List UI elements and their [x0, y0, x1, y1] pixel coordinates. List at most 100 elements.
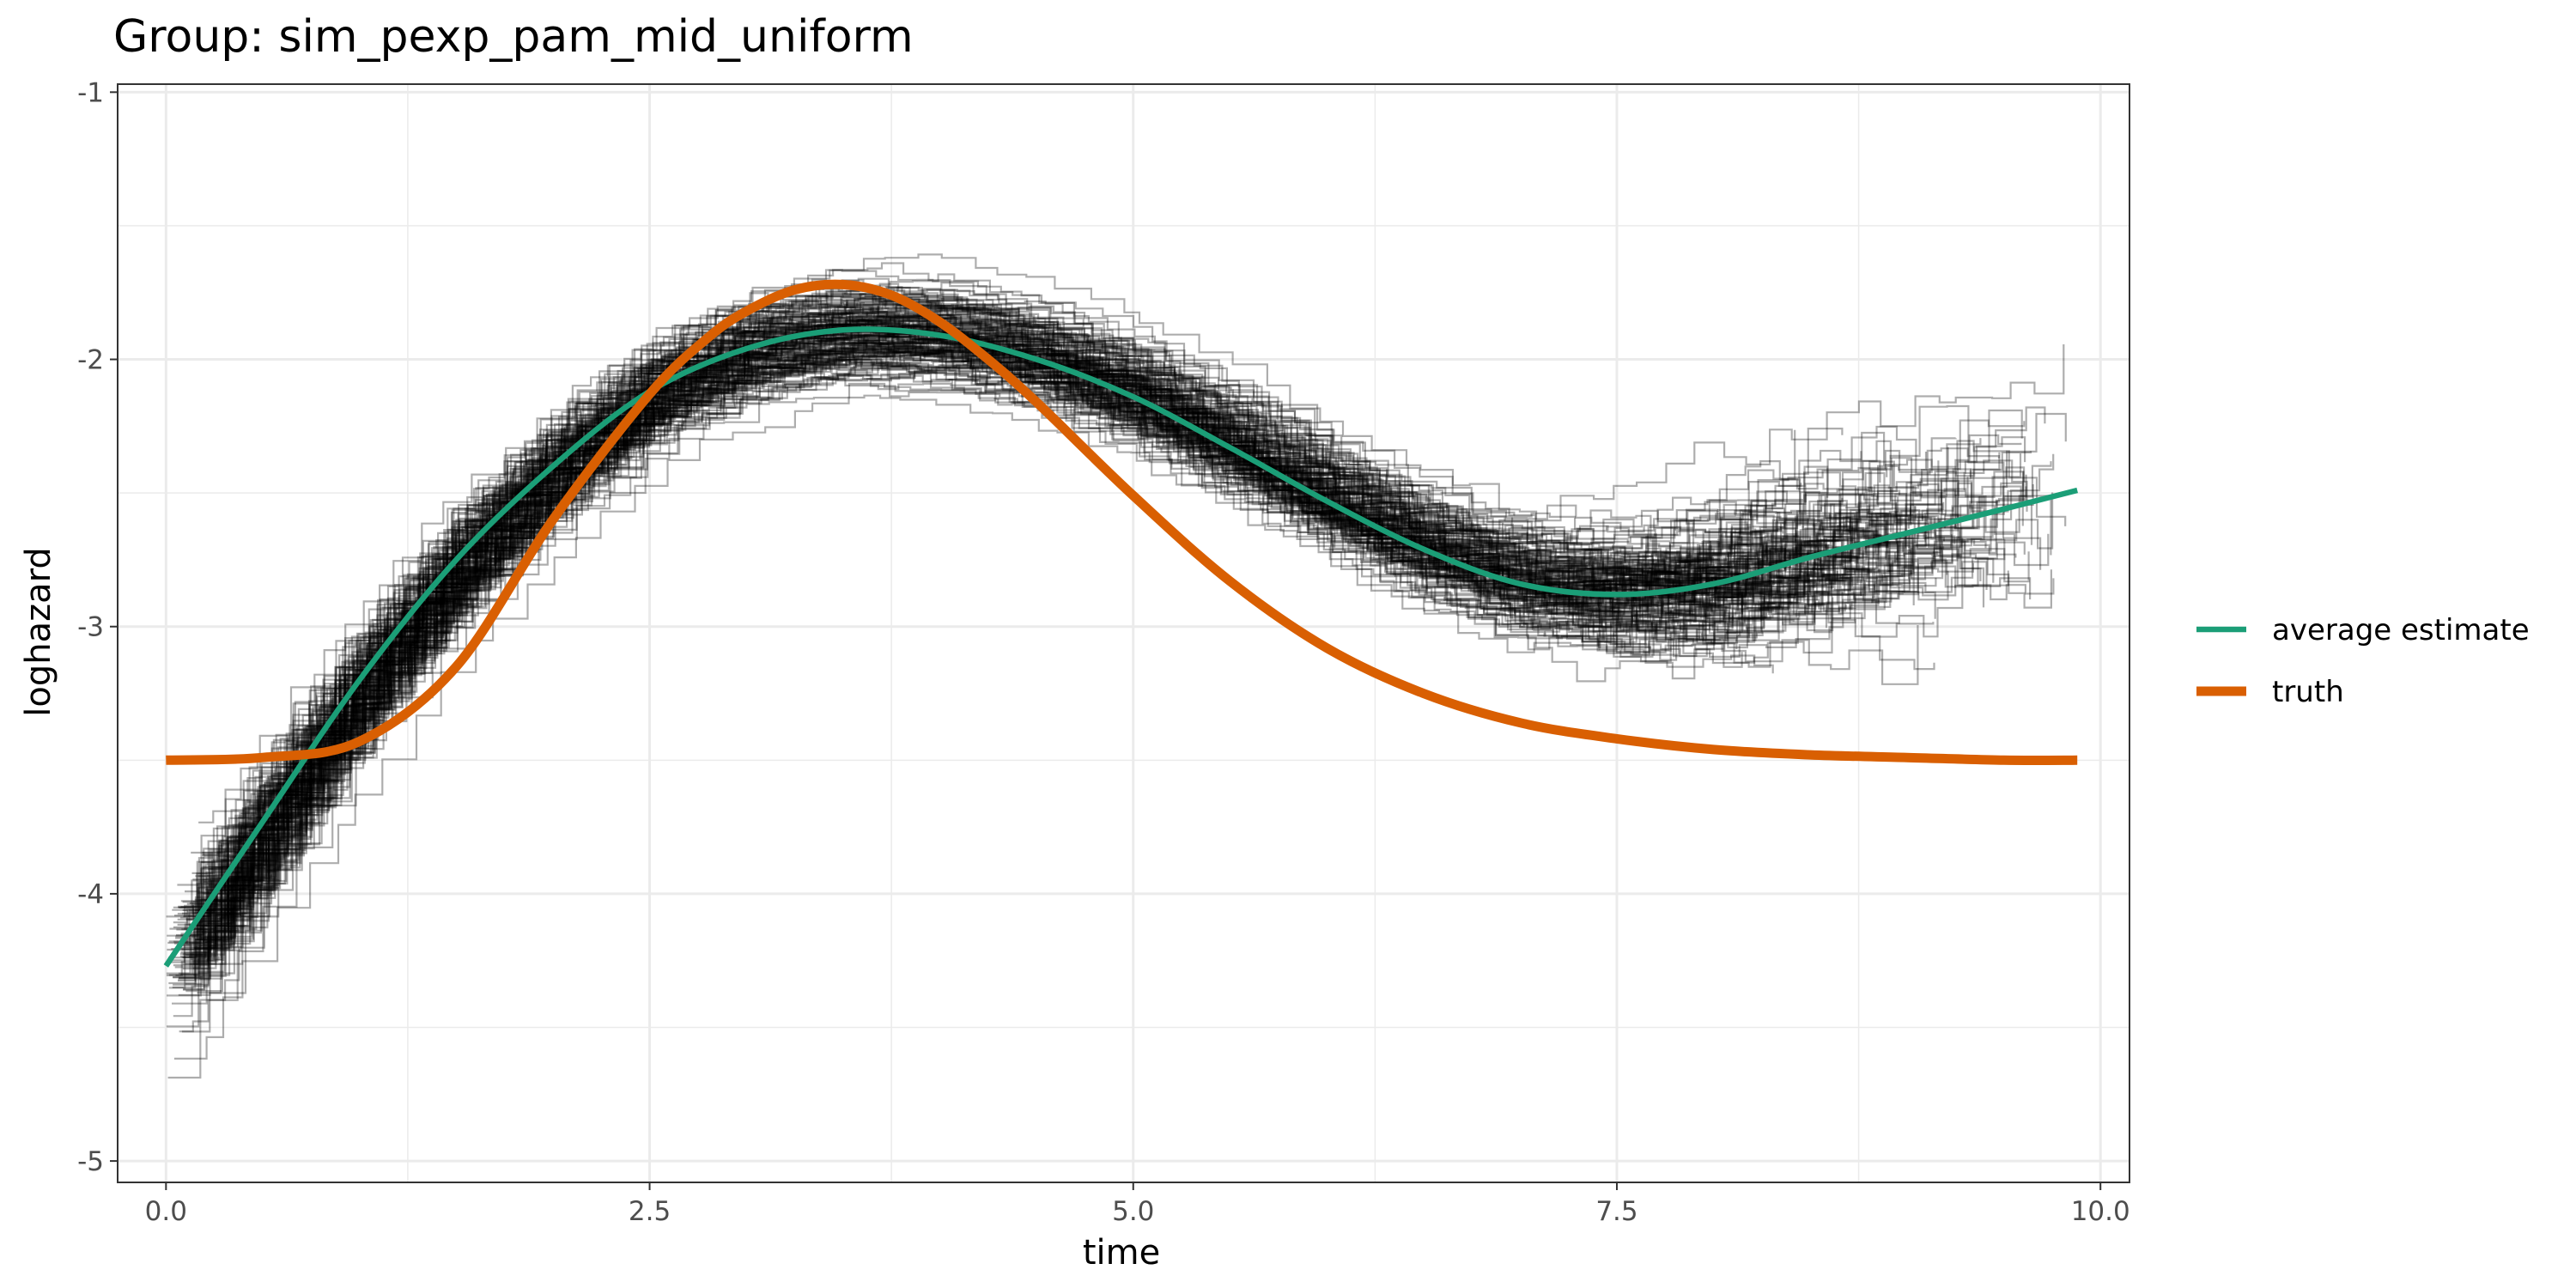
replicate-curve [190, 345, 1740, 956]
replicate-curve [201, 359, 1766, 933]
replicate-curve [182, 366, 1738, 970]
replicate-curve [193, 339, 2027, 950]
replicate-curve [195, 345, 1948, 919]
replicate-curve [185, 340, 1917, 957]
replicate-curve [166, 315, 1728, 975]
replicate-curve [191, 262, 1893, 854]
replicate-curve [168, 342, 1897, 976]
replicate-curve [172, 343, 1956, 962]
y-tick-label: -1 [77, 77, 104, 108]
replicate-curve [166, 312, 1958, 976]
replicate-curve [173, 319, 1891, 924]
replicate-curve [179, 346, 2022, 955]
replicate-curve [198, 286, 1851, 823]
replicate-curve [193, 349, 1828, 965]
replicate-curve [176, 319, 2055, 937]
replicate-curve [189, 338, 1987, 944]
replicate-curve [177, 331, 1947, 915]
replicate-curve [177, 296, 1915, 886]
replicate-curve [193, 331, 1897, 976]
replicate-curve [175, 317, 2032, 938]
chart-title: Group: sim_pexp_pam_mid_uniform [113, 11, 914, 63]
replicate-curve [194, 346, 1973, 950]
replicate-curve [201, 313, 1749, 921]
replicate-curve [178, 331, 1941, 981]
replicate-curve [181, 349, 1856, 959]
replicate-curve [193, 347, 1820, 927]
replicate-curve [171, 297, 1982, 951]
replicate-curve [204, 315, 1734, 938]
replicate-curve [180, 287, 1893, 908]
replicate-curve [197, 341, 1880, 920]
replicate-curve [182, 323, 1908, 903]
replicate-curve [178, 301, 2022, 908]
replicate-curve [204, 311, 2026, 915]
replicate-curve [203, 286, 1940, 884]
legend-label: truth [2272, 675, 2344, 709]
replicate-curve [182, 329, 1743, 956]
replicate-curve [181, 369, 1935, 1033]
replicate-curve [178, 361, 1750, 982]
replicate-curve [167, 312, 1859, 937]
replicate-curve [198, 339, 1748, 980]
replicate-curve [178, 360, 1898, 996]
replicate-curve [168, 366, 2022, 989]
replicate-curve [204, 300, 1935, 858]
x-tick-label: 5.0 [1112, 1196, 1154, 1227]
replicate-curve [174, 316, 1747, 917]
replicate-curve [176, 303, 1771, 931]
replicate-curve [197, 357, 2025, 931]
replicate-curve [202, 283, 1743, 856]
replicate-curve [182, 313, 1813, 911]
x-tick-label: 10.0 [2071, 1196, 2130, 1227]
replicate-curve [183, 354, 1809, 959]
replicate-curve [180, 282, 1841, 919]
replicate-curve [186, 342, 1850, 905]
replicate-curve [191, 298, 1911, 874]
replicate-curve [200, 323, 1947, 941]
replicate-curve [200, 347, 2052, 946]
replicate-curve [185, 347, 1858, 993]
replicate-curve [202, 277, 2000, 854]
replicate-curve [199, 319, 1732, 912]
replicate-curve [180, 269, 1802, 902]
replicate-curve [204, 335, 1734, 944]
replicate-curve [185, 319, 1862, 957]
plot-area [118, 84, 2129, 1182]
replicate-curve [178, 289, 1793, 908]
y-tick-label: -5 [77, 1146, 104, 1177]
y-tick-label: -2 [77, 345, 104, 376]
replicate-curve [173, 394, 1974, 1060]
replicate-curve [195, 320, 1853, 911]
replicate-curve [177, 293, 2034, 926]
replicate-curve [177, 319, 1982, 920]
replicate-curve [185, 340, 1916, 965]
replicate-curve [194, 300, 2026, 901]
replicate-curve [173, 349, 1809, 945]
replicate-curve [182, 348, 1844, 991]
replicate-curve [175, 338, 1830, 939]
replicate-curve [208, 317, 1747, 906]
replicate-curve [189, 288, 1945, 904]
replicate-curve [208, 304, 1784, 871]
replicate-curve [207, 355, 1774, 877]
replicate-curve [203, 321, 1878, 895]
replicate-curve [183, 304, 1936, 918]
y-tick-label: -4 [77, 879, 104, 910]
replicate-curve [167, 341, 1988, 1079]
replicate-curve [185, 301, 1833, 893]
replicate-curve [168, 319, 1974, 959]
y-axis-title: loghazard [19, 547, 58, 716]
replicate-curve [192, 325, 1862, 933]
replicate-curve [180, 279, 1888, 937]
replicate-curve [172, 359, 1716, 988]
replicate-curve [180, 354, 1819, 941]
replicate-curve [200, 347, 2017, 931]
replicate-curve [168, 317, 2026, 944]
replicate-curve [179, 358, 1919, 979]
replicate-curve [173, 327, 2001, 979]
replicate-curve [194, 338, 1940, 950]
x-tick-label: 2.5 [629, 1196, 671, 1227]
replicate-curve [202, 349, 1832, 950]
